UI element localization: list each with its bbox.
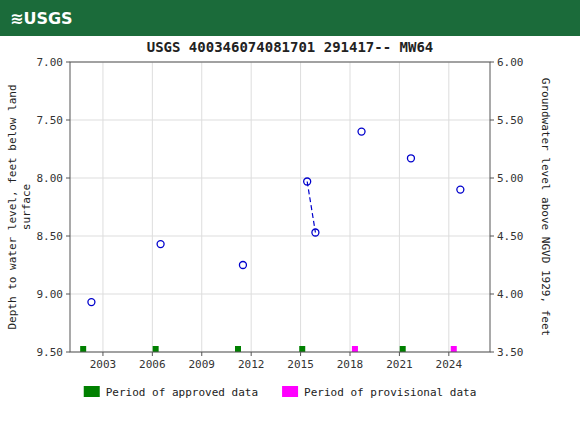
tick-x: [350, 352, 351, 356]
data-point: [457, 186, 464, 193]
data-point: [358, 128, 365, 135]
tick-x: [201, 352, 202, 356]
tick-y: [66, 352, 70, 353]
tick-y: [66, 62, 70, 63]
grid-line-x: [399, 62, 400, 352]
data-group: [80, 128, 464, 352]
grid-line-x: [152, 62, 153, 352]
header-text: ≋USGS: [10, 9, 73, 28]
tick-label-y: 9.50: [37, 346, 64, 359]
tick-label-y2: 6.00: [497, 56, 524, 69]
period-bar: [153, 346, 159, 352]
plot-frame: [70, 62, 490, 352]
grid-line-y: [70, 178, 490, 179]
tick-y2: [490, 178, 494, 179]
legend-label: Period of approved data: [106, 386, 258, 399]
period-bar: [352, 346, 358, 352]
legend-item: Period of approved data: [84, 386, 258, 399]
tick-y: [66, 178, 70, 179]
tick-y: [66, 294, 70, 295]
tick-label-y: 7.50: [37, 114, 64, 127]
data-point: [157, 241, 164, 248]
tick-label-y: 7.00: [37, 56, 64, 69]
tick-label-x: 2012: [238, 358, 265, 371]
period-bar: [235, 346, 241, 352]
tick-x: [300, 352, 301, 356]
legend-item: Period of provisional data: [282, 386, 476, 399]
tick-label-y2: 4.00: [497, 288, 524, 301]
data-point: [407, 155, 414, 162]
legend-label: Period of provisional data: [304, 386, 476, 399]
grid-line-x: [300, 62, 301, 352]
tick-y2: [490, 294, 494, 295]
y-axis-label-line: surface: [20, 184, 33, 230]
tick-x: [399, 352, 400, 356]
chart: ≋USGS USGS 400346074081701 291417-- MW64 7…: [0, 0, 580, 430]
tick-label-x: 2006: [139, 358, 166, 371]
tick-x: [102, 352, 103, 356]
tick-label-x: 2021: [386, 358, 413, 371]
tick-x: [448, 352, 449, 356]
tick-y2: [490, 352, 494, 353]
tick-y: [66, 236, 70, 237]
grid: [70, 62, 490, 352]
tick-label-x: 2024: [436, 358, 463, 371]
y2-axis-label: Groundwater level above NGVD 1929, feet: [539, 78, 552, 336]
tick-y2: [490, 236, 494, 237]
grid-line-x: [102, 62, 103, 352]
plot-area: [70, 62, 490, 352]
tick-label-y2: 4.50: [497, 230, 524, 243]
tick-label-y2: 5.50: [497, 114, 524, 127]
tick-x: [152, 352, 153, 356]
period-bar: [451, 346, 457, 352]
tick-label-x: 2015: [287, 358, 314, 371]
period-bar: [299, 346, 305, 352]
tick-y2: [490, 120, 494, 121]
tick-label-x: 2018: [337, 358, 364, 371]
tick-x: [251, 352, 252, 356]
data-point: [239, 262, 246, 269]
legend: Period of approved data Period of provisi…: [84, 386, 477, 399]
title: USGS 400346074081701 291417-- MW64: [147, 39, 434, 55]
legend-swatch: [84, 386, 100, 397]
grid-line-x: [251, 62, 252, 352]
tick-y: [66, 120, 70, 121]
grid-line-x: [350, 62, 351, 352]
grid-line-y: [70, 294, 490, 295]
y-axis-label-line: Depth to water level, feet below land: [6, 84, 19, 329]
data-point: [88, 299, 95, 306]
tick-label-y2: 3.50: [497, 346, 524, 359]
tick-y2: [490, 62, 494, 63]
tick-label-x: 2009: [189, 358, 216, 371]
period-bar: [80, 346, 86, 352]
tick-label-y: 8.50: [37, 230, 64, 243]
header-bar: [0, 0, 580, 36]
grid-line-y: [70, 120, 490, 121]
grid-line-y: [70, 236, 490, 237]
tick-label-x: 2003: [90, 358, 117, 371]
y-axis-label: Depth to water level, feet below landsur…: [6, 84, 33, 329]
tick-label-y2: 5.00: [497, 172, 524, 185]
grid-line-x: [448, 62, 449, 352]
period-bar: [400, 346, 406, 352]
tick-label-y: 8.00: [37, 172, 64, 185]
tick-label-y: 9.00: [37, 288, 64, 301]
legend-swatch: [282, 386, 298, 397]
grid-line-x: [201, 62, 202, 352]
data-line: [307, 181, 315, 232]
